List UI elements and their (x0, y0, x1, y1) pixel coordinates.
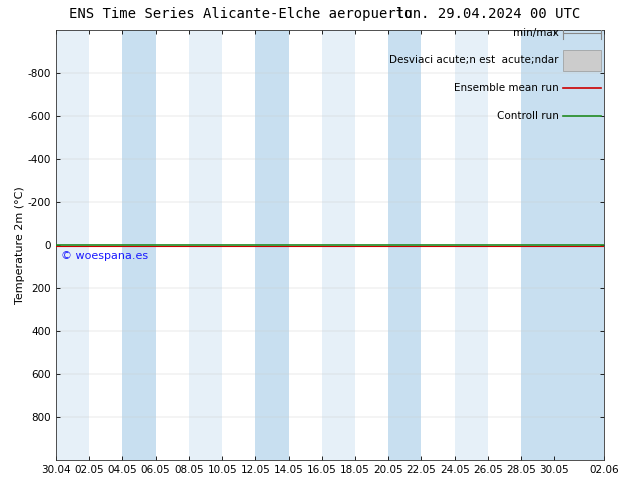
Bar (455, 30, 488, 460)
Bar (256, 30, 288, 460)
Bar (554, 30, 604, 460)
Bar (56, 30, 89, 460)
Text: © woespana.es: © woespana.es (61, 251, 148, 261)
Text: ENS Time Series Alicante-Elche aeropuerto: ENS Time Series Alicante-Elche aeropuert… (69, 7, 413, 22)
Text: min/max: min/max (513, 27, 559, 38)
Bar (322, 30, 355, 460)
Text: Desviaci acute;n est  acute;ndar: Desviaci acute;n est acute;ndar (389, 55, 559, 66)
Bar (122, 30, 156, 460)
Bar (388, 30, 422, 460)
Text: Ensemble mean run: Ensemble mean run (454, 83, 559, 94)
Text: Controll run: Controll run (497, 111, 559, 122)
Text: lun. 29.04.2024 00 UTC: lun. 29.04.2024 00 UTC (396, 7, 580, 22)
Bar (521, 30, 554, 460)
Bar (563, 49, 602, 71)
Bar (189, 30, 222, 460)
Y-axis label: Temperature 2m (°C): Temperature 2m (°C) (15, 186, 25, 304)
